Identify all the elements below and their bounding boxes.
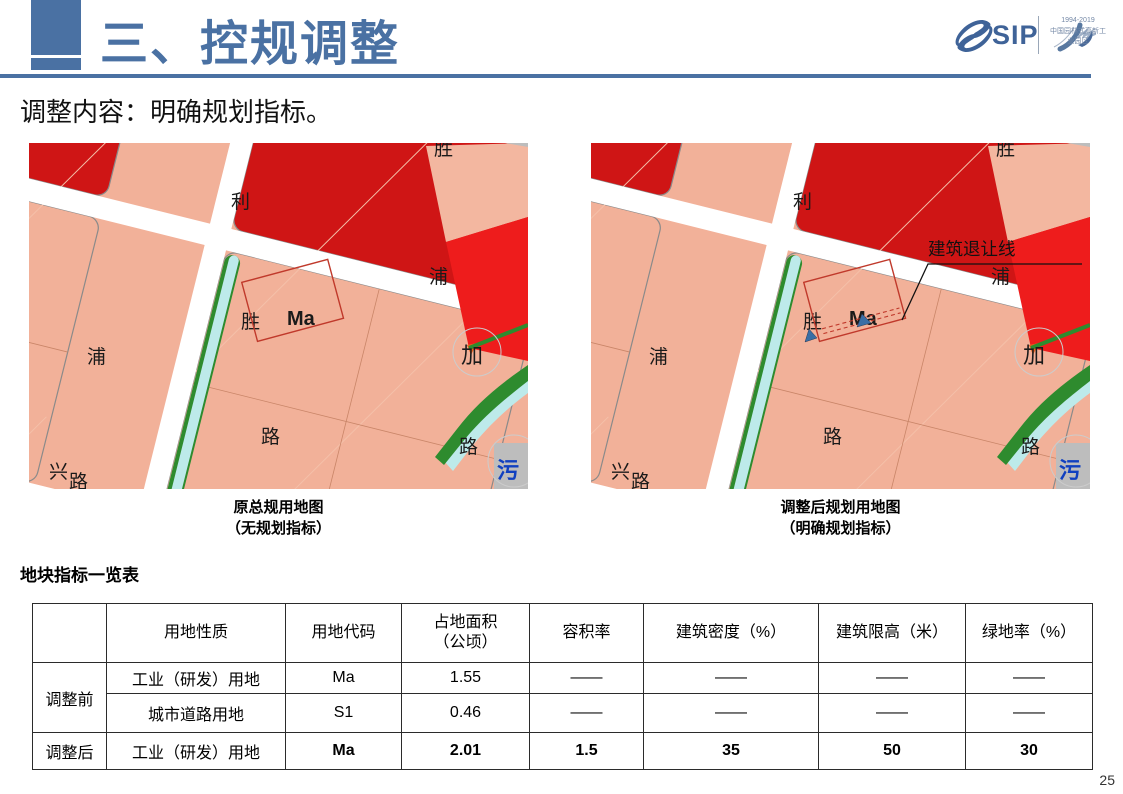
svg-text:建筑退让线: 建筑退让线 — [928, 239, 1016, 259]
svg-text:兴: 兴 — [49, 461, 68, 483]
svg-text:浦: 浦 — [87, 346, 106, 368]
svg-text:浦: 浦 — [991, 266, 1010, 288]
svg-text:路: 路 — [69, 471, 88, 489]
svg-text:浦: 浦 — [429, 266, 448, 288]
svg-text:胜: 胜 — [434, 143, 453, 160]
svg-text:加: 加 — [1023, 343, 1045, 368]
svg-text:胜: 胜 — [996, 143, 1015, 160]
svg-text:污: 污 — [1059, 458, 1081, 483]
svg-text:路: 路 — [261, 426, 280, 448]
svg-text:路: 路 — [823, 426, 842, 448]
svg-text:路: 路 — [631, 471, 650, 489]
svg-text:利: 利 — [231, 191, 250, 213]
svg-text:路: 路 — [1021, 436, 1040, 458]
svg-text:加: 加 — [461, 343, 483, 368]
svg-text:路: 路 — [459, 436, 478, 458]
svg-text:污: 污 — [497, 458, 519, 483]
svg-text:兴: 兴 — [611, 461, 630, 483]
svg-text:浦: 浦 — [649, 346, 668, 368]
svg-text:利: 利 — [793, 191, 812, 213]
